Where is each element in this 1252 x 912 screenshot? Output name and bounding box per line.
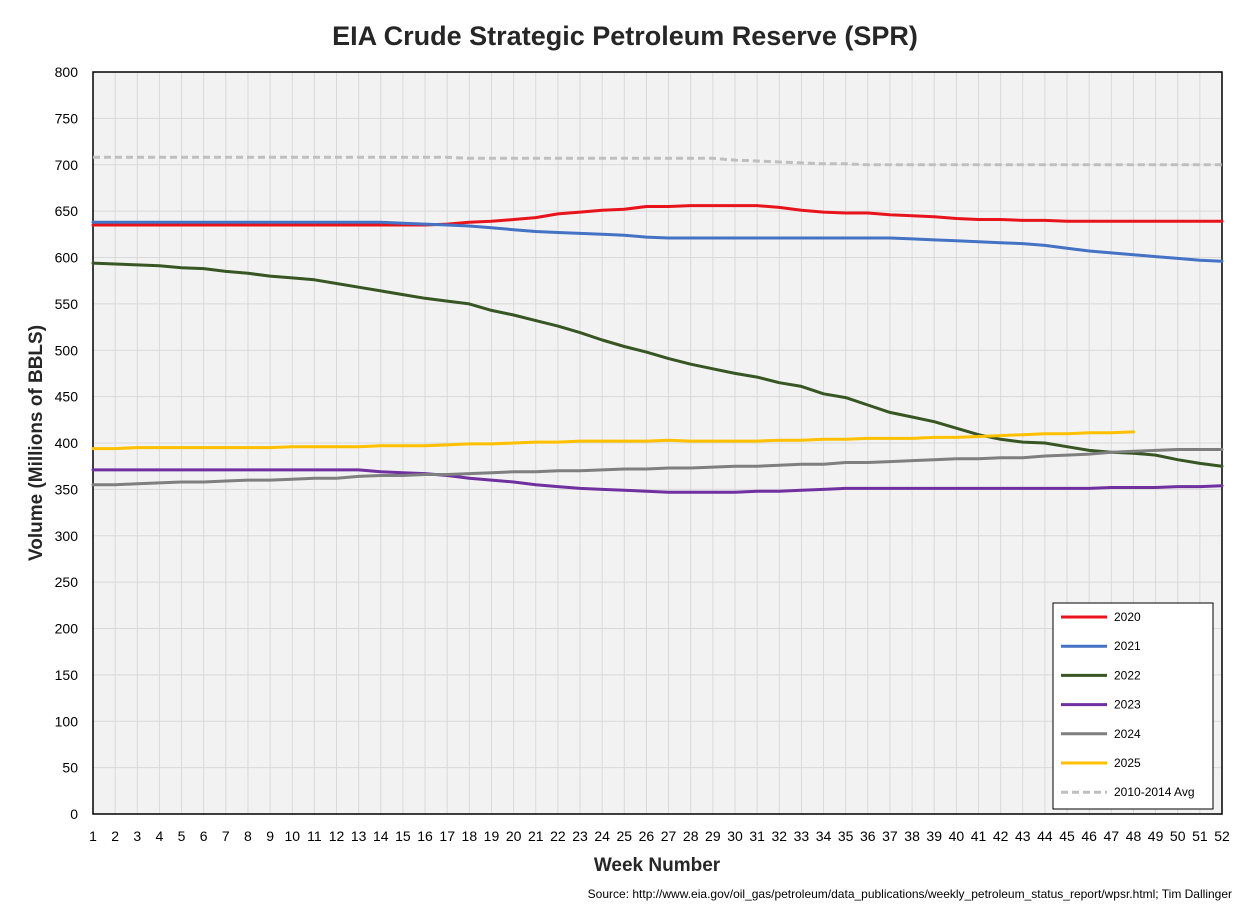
x-tick-label: 14 <box>373 828 389 844</box>
x-tick-label: 24 <box>594 828 610 844</box>
y-axis-title: Volume (Millions of BBLS) <box>26 325 47 561</box>
x-axis: 1 2 3 4 5 6 7 8 9 10 11 12 13 14 15 16 17 18 19 20 21 22 23 24 2… <box>89 828 1230 844</box>
x-tick-label: 41 <box>971 828 987 844</box>
legend-items: 2020 2021 2022 2023 2024 2025 2010-2014 Avg <box>1061 610 1195 799</box>
x-tick-label: 42 <box>993 828 1009 844</box>
y-tick-label: 700 <box>55 157 79 173</box>
x-tick-label: 10 <box>284 828 300 844</box>
series-line-2010-2014-avg <box>93 155 1222 167</box>
x-tick-label: 29 <box>705 828 721 844</box>
x-tick-label: 43 <box>1015 828 1031 844</box>
x-tick-label: 28 <box>683 828 699 844</box>
x-tick-label: 2 <box>111 828 119 844</box>
y-tick-label: 250 <box>55 574 79 590</box>
series-line-2020 <box>91 204 1224 227</box>
x-tick-label: 6 <box>200 828 208 844</box>
y-tick-label: 350 <box>55 481 79 497</box>
y-tick-label: 800 <box>55 64 79 80</box>
x-tick-label: 37 <box>882 828 898 844</box>
x-tick-label: 8 <box>244 828 252 844</box>
x-tick-label: 19 <box>484 828 500 844</box>
x-tick-label: 7 <box>222 828 230 844</box>
series-line-2021 <box>91 220 1224 263</box>
x-axis-title: Week Number <box>594 855 721 876</box>
x-tick-label: 45 <box>1059 828 1075 844</box>
x-tick-label: 26 <box>639 828 655 844</box>
y-tick-label: 550 <box>55 296 79 312</box>
x-tick-label: 32 <box>771 828 787 844</box>
x-tick-label: 16 <box>417 828 433 844</box>
legend-label: 2024 <box>1114 727 1141 741</box>
series-line-2022 <box>91 261 1224 468</box>
legend-label: 2021 <box>1114 639 1141 653</box>
x-tick-label: 25 <box>617 828 633 844</box>
y-tick-label: 0 <box>70 806 78 822</box>
x-tick-label: 46 <box>1081 828 1097 844</box>
y-tick-label: 150 <box>55 667 79 683</box>
chart-title: EIA Crude Strategic Petroleum Reserve (S… <box>332 21 918 51</box>
x-tick-label: 36 <box>860 828 876 844</box>
x-tick-label: 39 <box>926 828 942 844</box>
x-tick-label: 13 <box>351 828 367 844</box>
y-tick-label: 300 <box>55 528 79 544</box>
legend-label: 2010-2014 Avg <box>1114 785 1195 799</box>
legend-label: 2022 <box>1114 668 1141 682</box>
y-axis: 0 50 100 150 200 250 300 350 400 450 500 550 600 650 7… <box>55 64 79 822</box>
gridlines <box>92 71 1223 815</box>
source-note: Source: http://www.eia.gov/oil_gas/petro… <box>588 887 1232 901</box>
legend-label: 2023 <box>1114 698 1141 712</box>
x-tick-label: 15 <box>395 828 411 844</box>
x-tick-label: 44 <box>1037 828 1053 844</box>
y-tick-label: 100 <box>55 713 79 729</box>
x-tick-label: 3 <box>133 828 141 844</box>
x-tick-label: 35 <box>838 828 854 844</box>
y-tick-label: 650 <box>55 203 79 219</box>
x-tick-label: 52 <box>1214 828 1230 844</box>
series-line-2023 <box>91 468 1224 494</box>
series-lines <box>91 155 1224 494</box>
y-tick-label: 450 <box>55 389 79 405</box>
x-tick-label: 48 <box>1126 828 1142 844</box>
y-tick-label: 500 <box>55 342 79 358</box>
x-tick-label: 21 <box>528 828 544 844</box>
x-tick-label: 22 <box>550 828 566 844</box>
x-tick-label: 18 <box>462 828 478 844</box>
series-line-2025 <box>91 430 1135 451</box>
y-tick-label: 400 <box>55 435 79 451</box>
x-tick-label: 20 <box>506 828 522 844</box>
x-tick-label: 30 <box>727 828 743 844</box>
x-tick-label: 11 <box>307 828 322 844</box>
x-tick-label: 47 <box>1104 828 1120 844</box>
y-tick-label: 600 <box>55 250 79 266</box>
x-tick-label: 5 <box>178 828 186 844</box>
x-tick-label: 33 <box>794 828 810 844</box>
x-tick-label: 4 <box>156 828 164 844</box>
legend: 2020 2021 2022 2023 2024 2025 2010-2014 Avg <box>1052 602 1214 810</box>
x-tick-label: 27 <box>661 828 677 844</box>
x-tick-label: 1 <box>89 828 97 844</box>
x-tick-label: 17 <box>439 828 455 844</box>
x-tick-label: 9 <box>266 828 274 844</box>
x-tick-label: 23 <box>572 828 588 844</box>
legend-label: 2020 <box>1114 610 1141 624</box>
x-tick-label: 40 <box>949 828 965 844</box>
x-tick-label: 12 <box>329 828 345 844</box>
x-tick-label: 51 <box>1192 828 1208 844</box>
y-tick-label: 50 <box>62 760 78 776</box>
y-tick-label: 200 <box>55 621 79 637</box>
x-tick-label: 49 <box>1148 828 1164 844</box>
legend-label: 2025 <box>1114 756 1141 770</box>
plot-border <box>92 71 1223 815</box>
x-tick-label: 50 <box>1170 828 1186 844</box>
y-tick-label: 750 <box>55 110 79 126</box>
x-tick-label: 31 <box>749 828 765 844</box>
series-line-2024 <box>91 448 1224 487</box>
x-tick-label: 34 <box>816 828 832 844</box>
x-tick-label: 38 <box>904 828 920 844</box>
